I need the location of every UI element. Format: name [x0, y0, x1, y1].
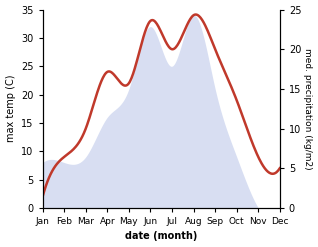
Y-axis label: med. precipitation (kg/m2): med. precipitation (kg/m2) [303, 48, 313, 169]
Y-axis label: max temp (C): max temp (C) [5, 75, 16, 143]
X-axis label: date (month): date (month) [125, 231, 197, 242]
